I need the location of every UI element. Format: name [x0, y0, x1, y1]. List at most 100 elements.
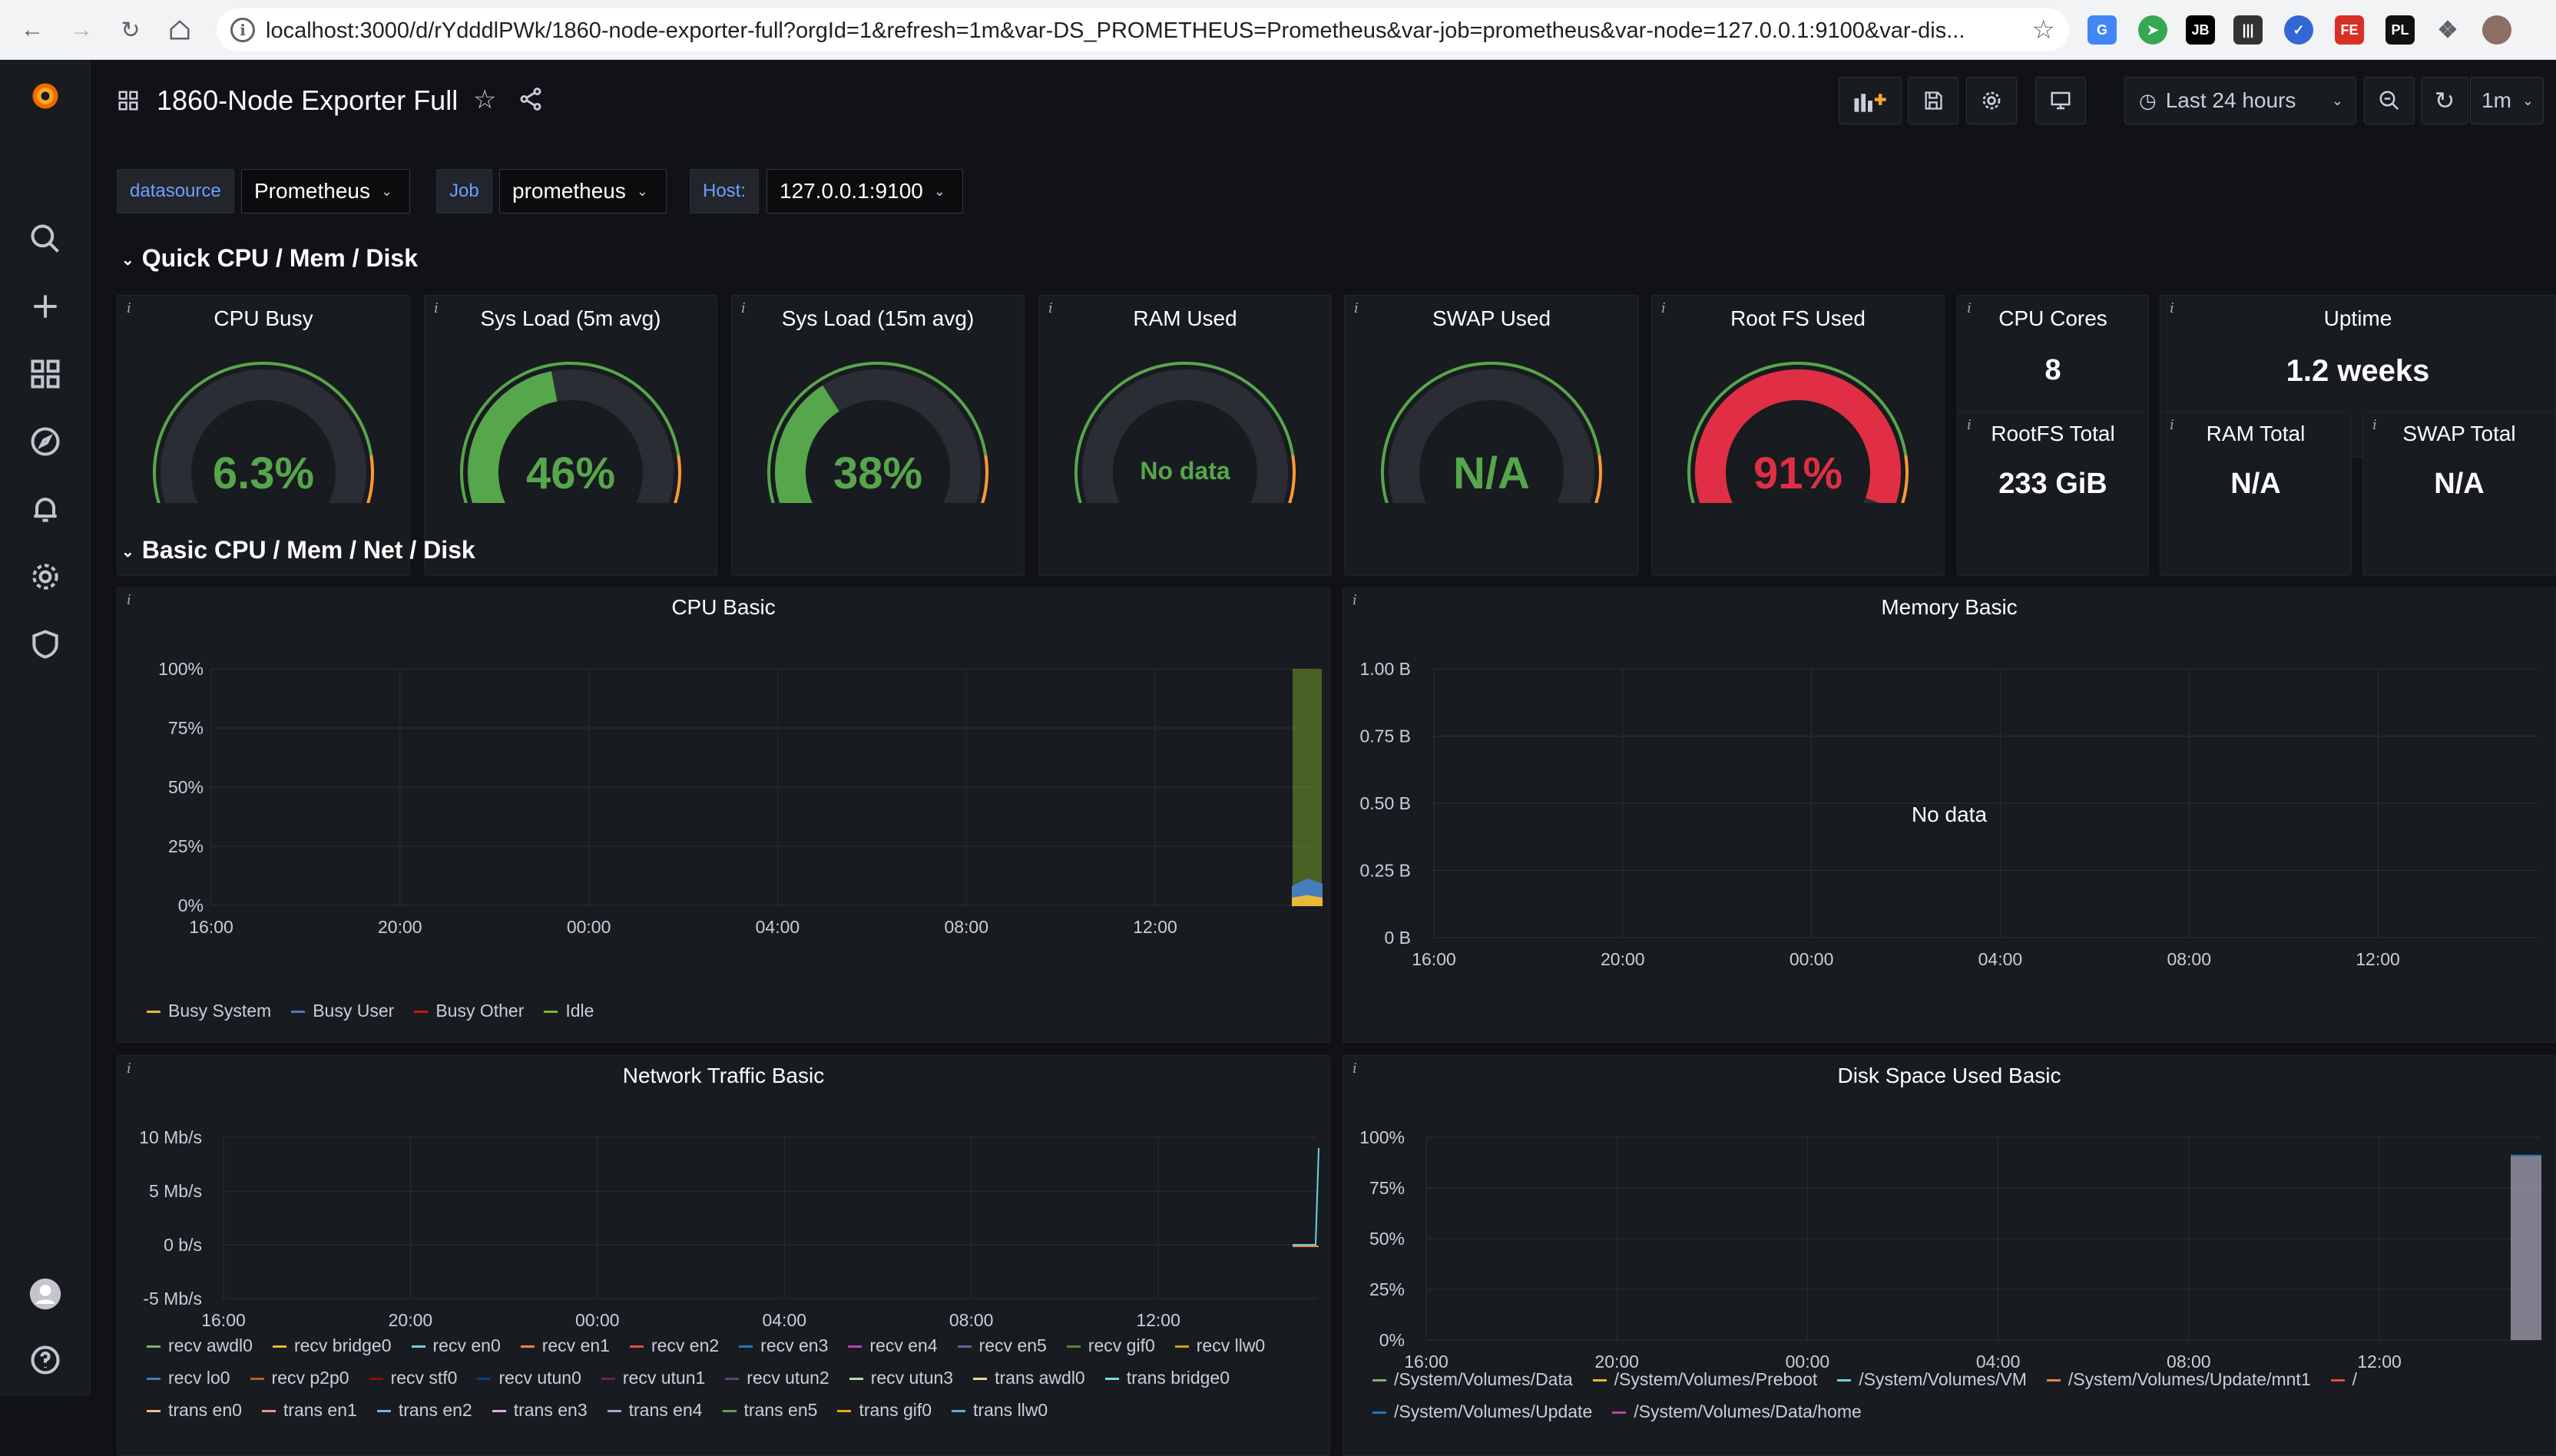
barcode-icon[interactable]: ||| [2233, 15, 2263, 45]
address-bar[interactable]: i localhost:3000/d/rYdddlPWk/1860-node-e… [217, 8, 2069, 51]
translate-icon[interactable]: G [2088, 15, 2117, 45]
refresh-interval-picker[interactable]: 1m ⌄ [2470, 77, 2544, 124]
gauge-panel[interactable]: i SWAP Used N/A [1344, 295, 1639, 576]
gauge-panel[interactable]: i Root FS Used 91% [1651, 295, 1945, 576]
legend-item[interactable]: trans en2 [376, 1394, 472, 1426]
info-icon[interactable]: i [2372, 417, 2377, 433]
legend-item[interactable]: recv p2p0 [250, 1362, 349, 1394]
url-text[interactable]: localhost:3000/d/rYdddlPWk/1860-node-exp… [266, 18, 1965, 43]
info-icon[interactable]: i [1967, 300, 1972, 316]
legend-item[interactable]: recv en3 [739, 1329, 828, 1362]
compass-icon[interactable]: ➤ [2138, 15, 2167, 45]
legend-item[interactable]: Busy User [291, 994, 394, 1027]
legend-item[interactable]: / [2330, 1363, 2357, 1395]
info-icon[interactable]: i [2170, 300, 2174, 316]
plus-icon[interactable] [26, 287, 65, 326]
pl-icon[interactable]: PL [2385, 15, 2415, 45]
zoom-out-button[interactable] [2364, 77, 2415, 124]
var-select-datasource[interactable]: Prometheus ⌄ [241, 169, 410, 213]
network-traffic-graph[interactable]: 10 Mb/s 5 Mb/s 0 b/s -5 Mb/s16:00 20:00 00:00… [118, 1102, 1331, 1378]
legend-item[interactable]: trans en0 [147, 1394, 242, 1426]
tv-mode-button[interactable] [2035, 77, 2086, 124]
dashboard-settings-button[interactable] [1966, 77, 2017, 124]
gear-icon[interactable] [26, 558, 65, 596]
info-icon[interactable]: i [1661, 300, 1666, 316]
gauge-panel[interactable]: i Sys Load (15m avg) 38% [731, 295, 1025, 576]
back-arrow-icon[interactable]: ← [21, 17, 44, 42]
row-quick-cpu-mem-disk[interactable]: ⌄ Quick CPU / Mem / Disk [121, 244, 418, 273]
legend-item[interactable]: recv awdl0 [147, 1329, 253, 1362]
legend-item[interactable]: recv en4 [848, 1329, 938, 1362]
info-icon[interactable]: i [1354, 300, 1359, 316]
avatar-icon[interactable] [2482, 15, 2511, 45]
legend-item[interactable]: trans en4 [607, 1394, 703, 1426]
info-icon[interactable]: i [1352, 592, 1357, 608]
legend-item[interactable]: trans gif0 [837, 1394, 932, 1426]
search-icon[interactable] [26, 220, 65, 258]
info-icon[interactable]: i [434, 300, 439, 316]
legend-item[interactable]: /System/Volumes/Update/mnt1 [2046, 1363, 2311, 1395]
gauge-panel[interactable]: i CPU Busy 6.3% [117, 295, 410, 576]
legend-item[interactable]: trans llw0 [952, 1394, 1048, 1426]
reload-icon[interactable]: ↻ [121, 17, 141, 43]
info-icon[interactable]: i [127, 1061, 131, 1077]
legend-item[interactable]: recv utun1 [601, 1362, 705, 1394]
puzzle-icon[interactable]: ❖ [2437, 17, 2458, 43]
legend-item[interactable]: recv en5 [957, 1329, 1047, 1362]
legend-item[interactable]: trans awdl0 [973, 1362, 1085, 1394]
refresh-button[interactable]: ↻ [2421, 77, 2468, 124]
panel-disk-space-used-basic[interactable]: i Disk Space Used Basic 100% 75% 50% 25% 0% 1… [1343, 1055, 2556, 1456]
legend-item[interactable]: recv en2 [629, 1329, 719, 1362]
save-dashboard-button[interactable] [1908, 77, 1958, 124]
info-icon[interactable]: i [1352, 1061, 1357, 1077]
legend-item[interactable]: Idle [544, 994, 594, 1027]
info-icon[interactable]: i [741, 300, 746, 316]
share-icon[interactable] [518, 86, 544, 116]
jetbrains-icon[interactable]: JB [2186, 15, 2215, 45]
legend-item[interactable]: recv utun0 [477, 1362, 581, 1394]
info-icon[interactable]: i [2170, 417, 2174, 433]
grafana-logo-icon[interactable] [26, 77, 65, 115]
legend-item[interactable]: recv bridge0 [272, 1329, 392, 1362]
info-icon[interactable]: i [127, 300, 131, 316]
panel-cpu-basic[interactable]: i CPU Basic 100% 75% 50% 25% 0% 16:00 20:00 00:… [117, 587, 1330, 1043]
var-select-job[interactable]: prometheus ⌄ [499, 169, 667, 213]
legend-item[interactable]: recv gif0 [1066, 1329, 1155, 1362]
legend-item[interactable]: trans en1 [261, 1394, 357, 1426]
bell-icon[interactable] [26, 490, 65, 528]
legend-item[interactable]: recv stf0 [369, 1362, 457, 1394]
help-icon[interactable] [26, 1341, 65, 1379]
info-icon[interactable]: i [1967, 417, 1972, 433]
legend-item[interactable]: /System/Volumes/Preboot [1592, 1363, 1817, 1395]
stat-panel-swap-total[interactable]: i SWAP Total N/A [2362, 412, 2556, 576]
fe-icon[interactable]: FE [2335, 15, 2364, 45]
time-range-picker[interactable]: ◷ Last 24 hours ⌄ [2124, 77, 2356, 124]
legend-item[interactable]: recv utun3 [849, 1362, 953, 1394]
gauge-panel[interactable]: i RAM Used No data [1038, 295, 1332, 576]
legend-item[interactable]: recv en1 [520, 1329, 610, 1362]
site-info-icon[interactable]: i [230, 18, 255, 42]
home-icon[interactable] [161, 12, 198, 48]
memory-basic-graph[interactable]: 1.00 B 0.75 B 0.50 B 0.25 B 0 B16:00 20:00 00:… [1343, 634, 2556, 1033]
legend-item[interactable]: recv llw0 [1174, 1329, 1265, 1362]
legend-item[interactable]: /System/Volumes/Update [1372, 1395, 1592, 1428]
legend-item[interactable]: /System/Volumes/VM [1837, 1363, 2027, 1395]
forward-arrow-icon[interactable]: → [70, 17, 93, 42]
disk-space-graph[interactable]: 100% 75% 50% 25% 0%16:00 20:00 00:00 04:00 08:00… [1343, 1102, 2556, 1409]
gauge-panel[interactable]: i Sys Load (5m avg) 46% [424, 295, 717, 576]
info-icon[interactable]: i [1048, 300, 1053, 316]
legend-item[interactable]: trans en3 [492, 1394, 588, 1426]
legend-item[interactable]: recv en0 [411, 1329, 501, 1362]
add-panel-button[interactable] [1839, 77, 1902, 124]
var-select-host[interactable]: 127.0.0.1:9100 ⌄ [766, 169, 963, 213]
bookmark-star-icon[interactable]: ☆ [2031, 15, 2055, 45]
legend-item[interactable]: recv utun2 [725, 1362, 829, 1394]
legend-item[interactable]: recv lo0 [147, 1362, 230, 1394]
star-icon[interactable]: ☆ [473, 85, 497, 114]
legend-item[interactable]: Busy Other [414, 994, 524, 1027]
legend-item[interactable]: /System/Volumes/Data [1372, 1363, 1573, 1395]
dashboard-title[interactable]: 1860-Node Exporter Full [157, 84, 459, 116]
dashboards-icon[interactable] [26, 355, 65, 393]
row-basic-cpu-mem-net-disk[interactable]: ⌄ Basic CPU / Mem / Net / Disk [121, 536, 475, 564]
legend-item[interactable]: trans en5 [722, 1394, 817, 1426]
